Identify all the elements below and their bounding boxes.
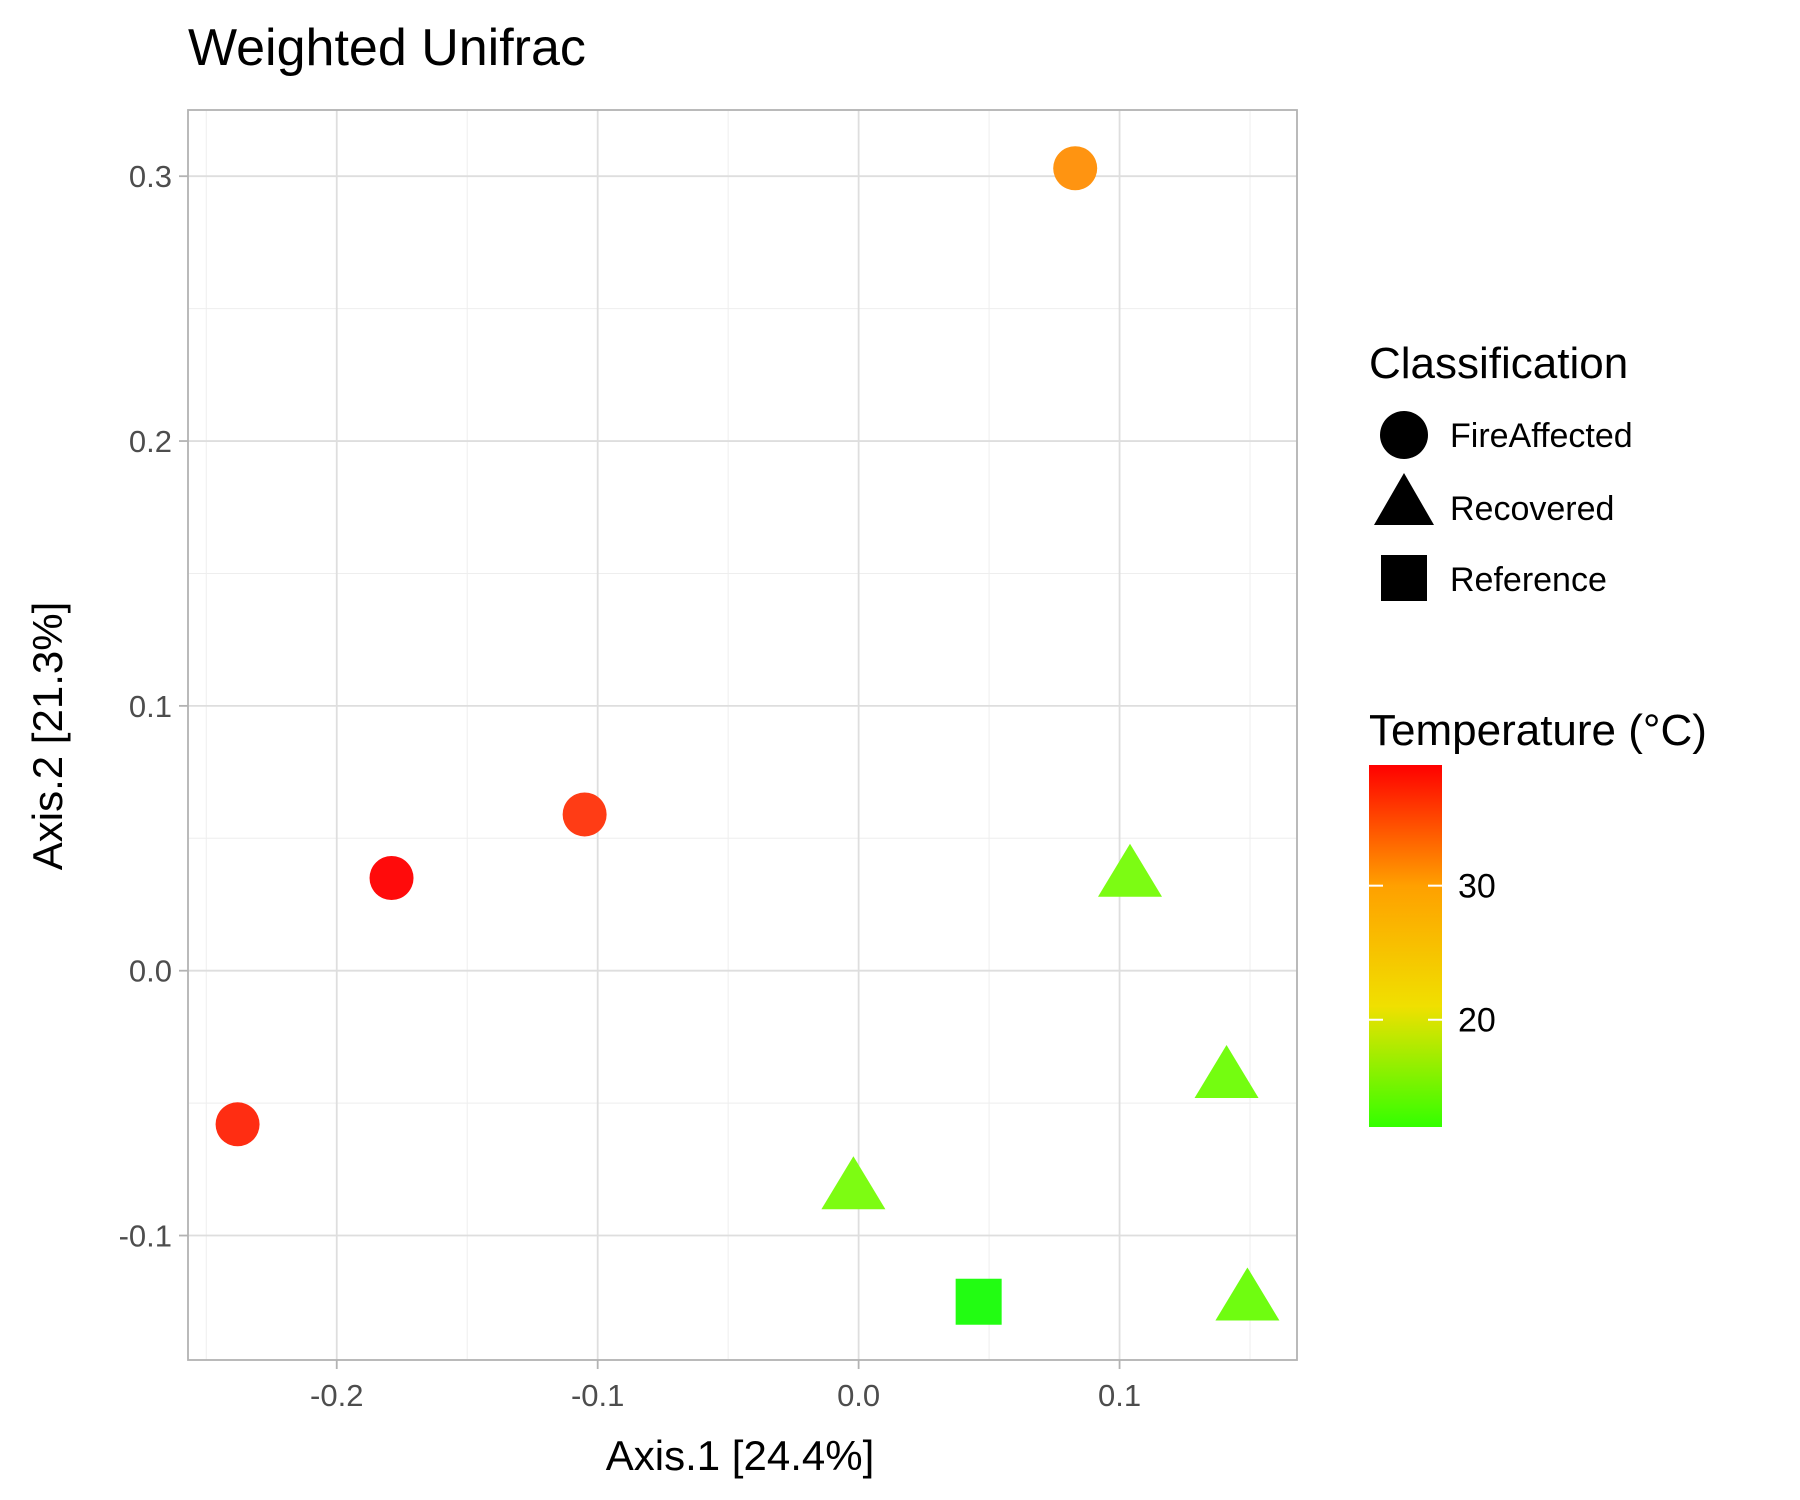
y-tick-label: 0.0 (129, 954, 172, 989)
legend-square-icon (1381, 555, 1427, 601)
temperature-legend-title: Temperature (°C) (1369, 706, 1707, 755)
legend-circle-icon (1380, 411, 1428, 459)
colorbar-tick-label: 30 (1458, 868, 1496, 906)
colorbar-tick-label: 20 (1458, 1002, 1496, 1040)
y-tick-label: -0.1 (119, 1219, 172, 1254)
legend-label-fireaffected: FireAffected (1450, 417, 1633, 455)
axis-ticks: -0.2 -0.1 0.0 0.1 -0.1 0.0 0.1 0.2 0.3 (119, 159, 1142, 1413)
chart-title: Weighted Unifrac (188, 19, 586, 77)
legend-label-reference: Reference (1450, 561, 1607, 599)
x-tick-label: 0.1 (1098, 1378, 1141, 1413)
legend-triangle-icon (1374, 473, 1434, 525)
x-tick-label: 0.0 (837, 1378, 880, 1413)
y-tick-label: 0.1 (129, 689, 172, 724)
y-axis-title: Axis.2 [21.3%] (24, 602, 71, 870)
data-point-square (955, 1278, 1002, 1325)
x-tick-label: -0.1 (571, 1378, 624, 1413)
data-points (215, 146, 1280, 1325)
panel-border (187, 109, 1298, 1361)
data-point-triangle (1194, 1044, 1259, 1098)
data-point-circle (1053, 146, 1098, 191)
classification-legend-title: Classification (1369, 339, 1628, 388)
grid (188, 110, 1297, 1360)
data-point-circle (369, 856, 414, 901)
legend-label-recovered: Recovered (1450, 490, 1614, 528)
x-axis-title: Axis.1 [24.4%] (606, 1432, 874, 1479)
data-point-circle (215, 1102, 260, 1147)
temperature-colorbar (1369, 765, 1442, 1127)
y-tick-label: 0.3 (129, 159, 172, 194)
data-point-triangle (1097, 843, 1162, 897)
data-point-triangle (821, 1156, 886, 1210)
y-tick-label: 0.2 (129, 424, 172, 459)
classification-legend: Classification FireAffected Recovered Re… (1369, 339, 1633, 601)
data-point-triangle (1215, 1267, 1280, 1321)
x-tick-label: -0.2 (310, 1378, 363, 1413)
data-point-circle (562, 792, 607, 837)
